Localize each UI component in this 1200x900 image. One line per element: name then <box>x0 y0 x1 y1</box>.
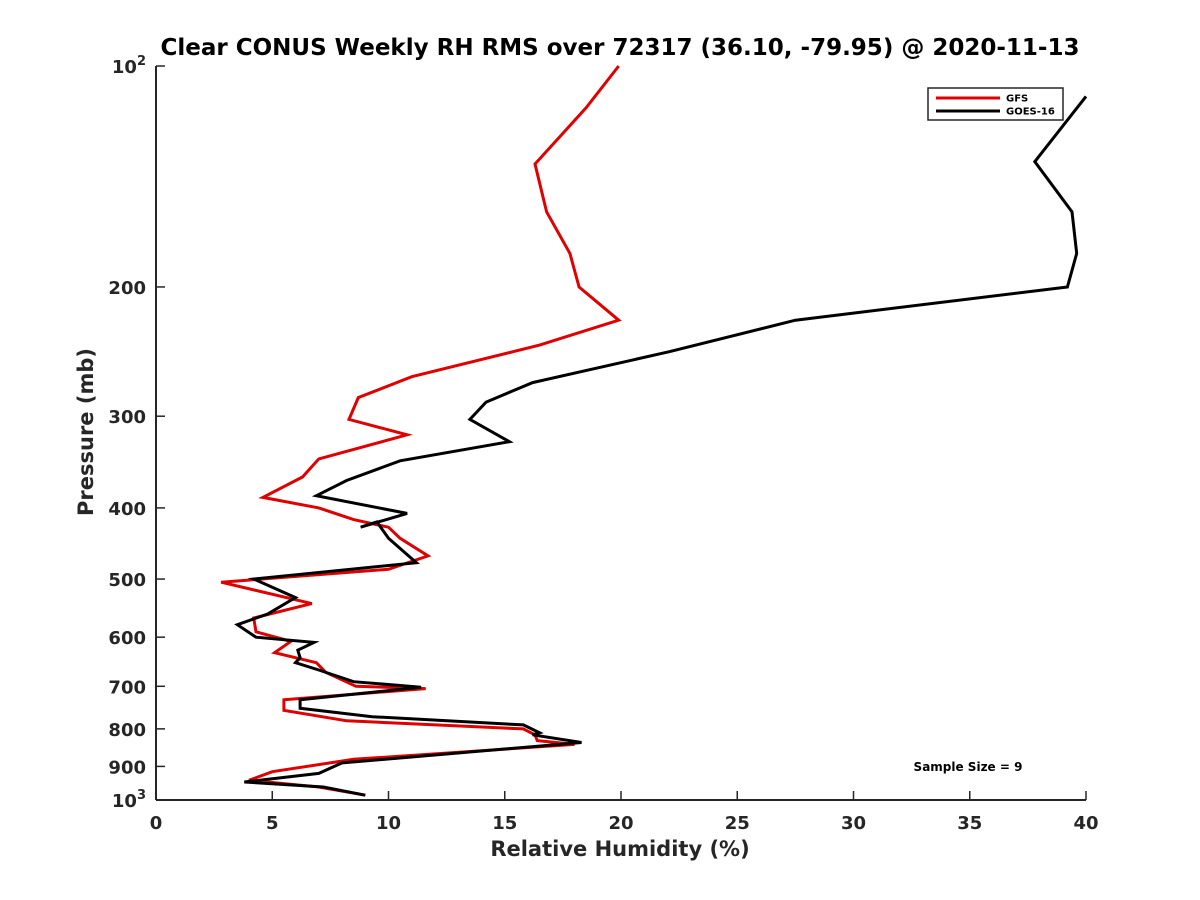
y-tick-label-base: 10 <box>112 57 137 78</box>
x-tick-label: 5 <box>266 813 279 834</box>
x-tick-label: 10 <box>376 813 401 834</box>
x-tick-label: 0 <box>150 813 163 834</box>
chart-title: Clear CONUS Weekly RH RMS over 72317 (36… <box>161 35 1080 61</box>
x-tick-label: 35 <box>957 813 982 834</box>
y-tick-label: 400 <box>108 499 146 520</box>
axes-layer: 0 5 10 15 20 25 30 35 40102200300400500600700800… <box>108 54 1098 834</box>
x-axis-label: Relative Humidity (%) <box>490 837 749 861</box>
legend-label-gfs: GFS <box>1006 94 1028 105</box>
y-axis-label: Pressure (mb) <box>74 348 98 516</box>
legend-box <box>927 87 1064 121</box>
x-tick-label: 20 <box>608 813 633 834</box>
x-tick-label: 30 <box>841 813 866 834</box>
y-tick-label: 103 <box>112 788 146 812</box>
sample-size-annotation: Sample Size = 9 <box>914 760 1023 774</box>
legend-label-goes-16: GOES-16 <box>1006 107 1055 118</box>
series-layer <box>220 65 1088 797</box>
y-tick-label: 600 <box>108 628 146 649</box>
y-tick-label: 500 <box>108 570 146 591</box>
y-tick-label: 900 <box>108 757 146 778</box>
y-tick-label-exponent: 3 <box>137 788 146 803</box>
legend: GFS GOES-16 <box>927 87 1064 121</box>
y-tick-label: 800 <box>108 720 146 741</box>
x-tick-label: 40 <box>1073 813 1098 834</box>
series-line-goes-16 <box>234 95 1088 797</box>
x-tick-label: 25 <box>725 813 750 834</box>
y-tick-label: 200 <box>108 278 146 299</box>
y-tick-label: 700 <box>108 677 146 698</box>
y-tick-label-exponent: 2 <box>137 54 146 69</box>
y-tick-label-base: 10 <box>112 791 137 812</box>
x-tick-label: 15 <box>492 813 517 834</box>
y-tick-label: 102 <box>112 54 146 78</box>
y-tick-label: 300 <box>108 407 146 428</box>
